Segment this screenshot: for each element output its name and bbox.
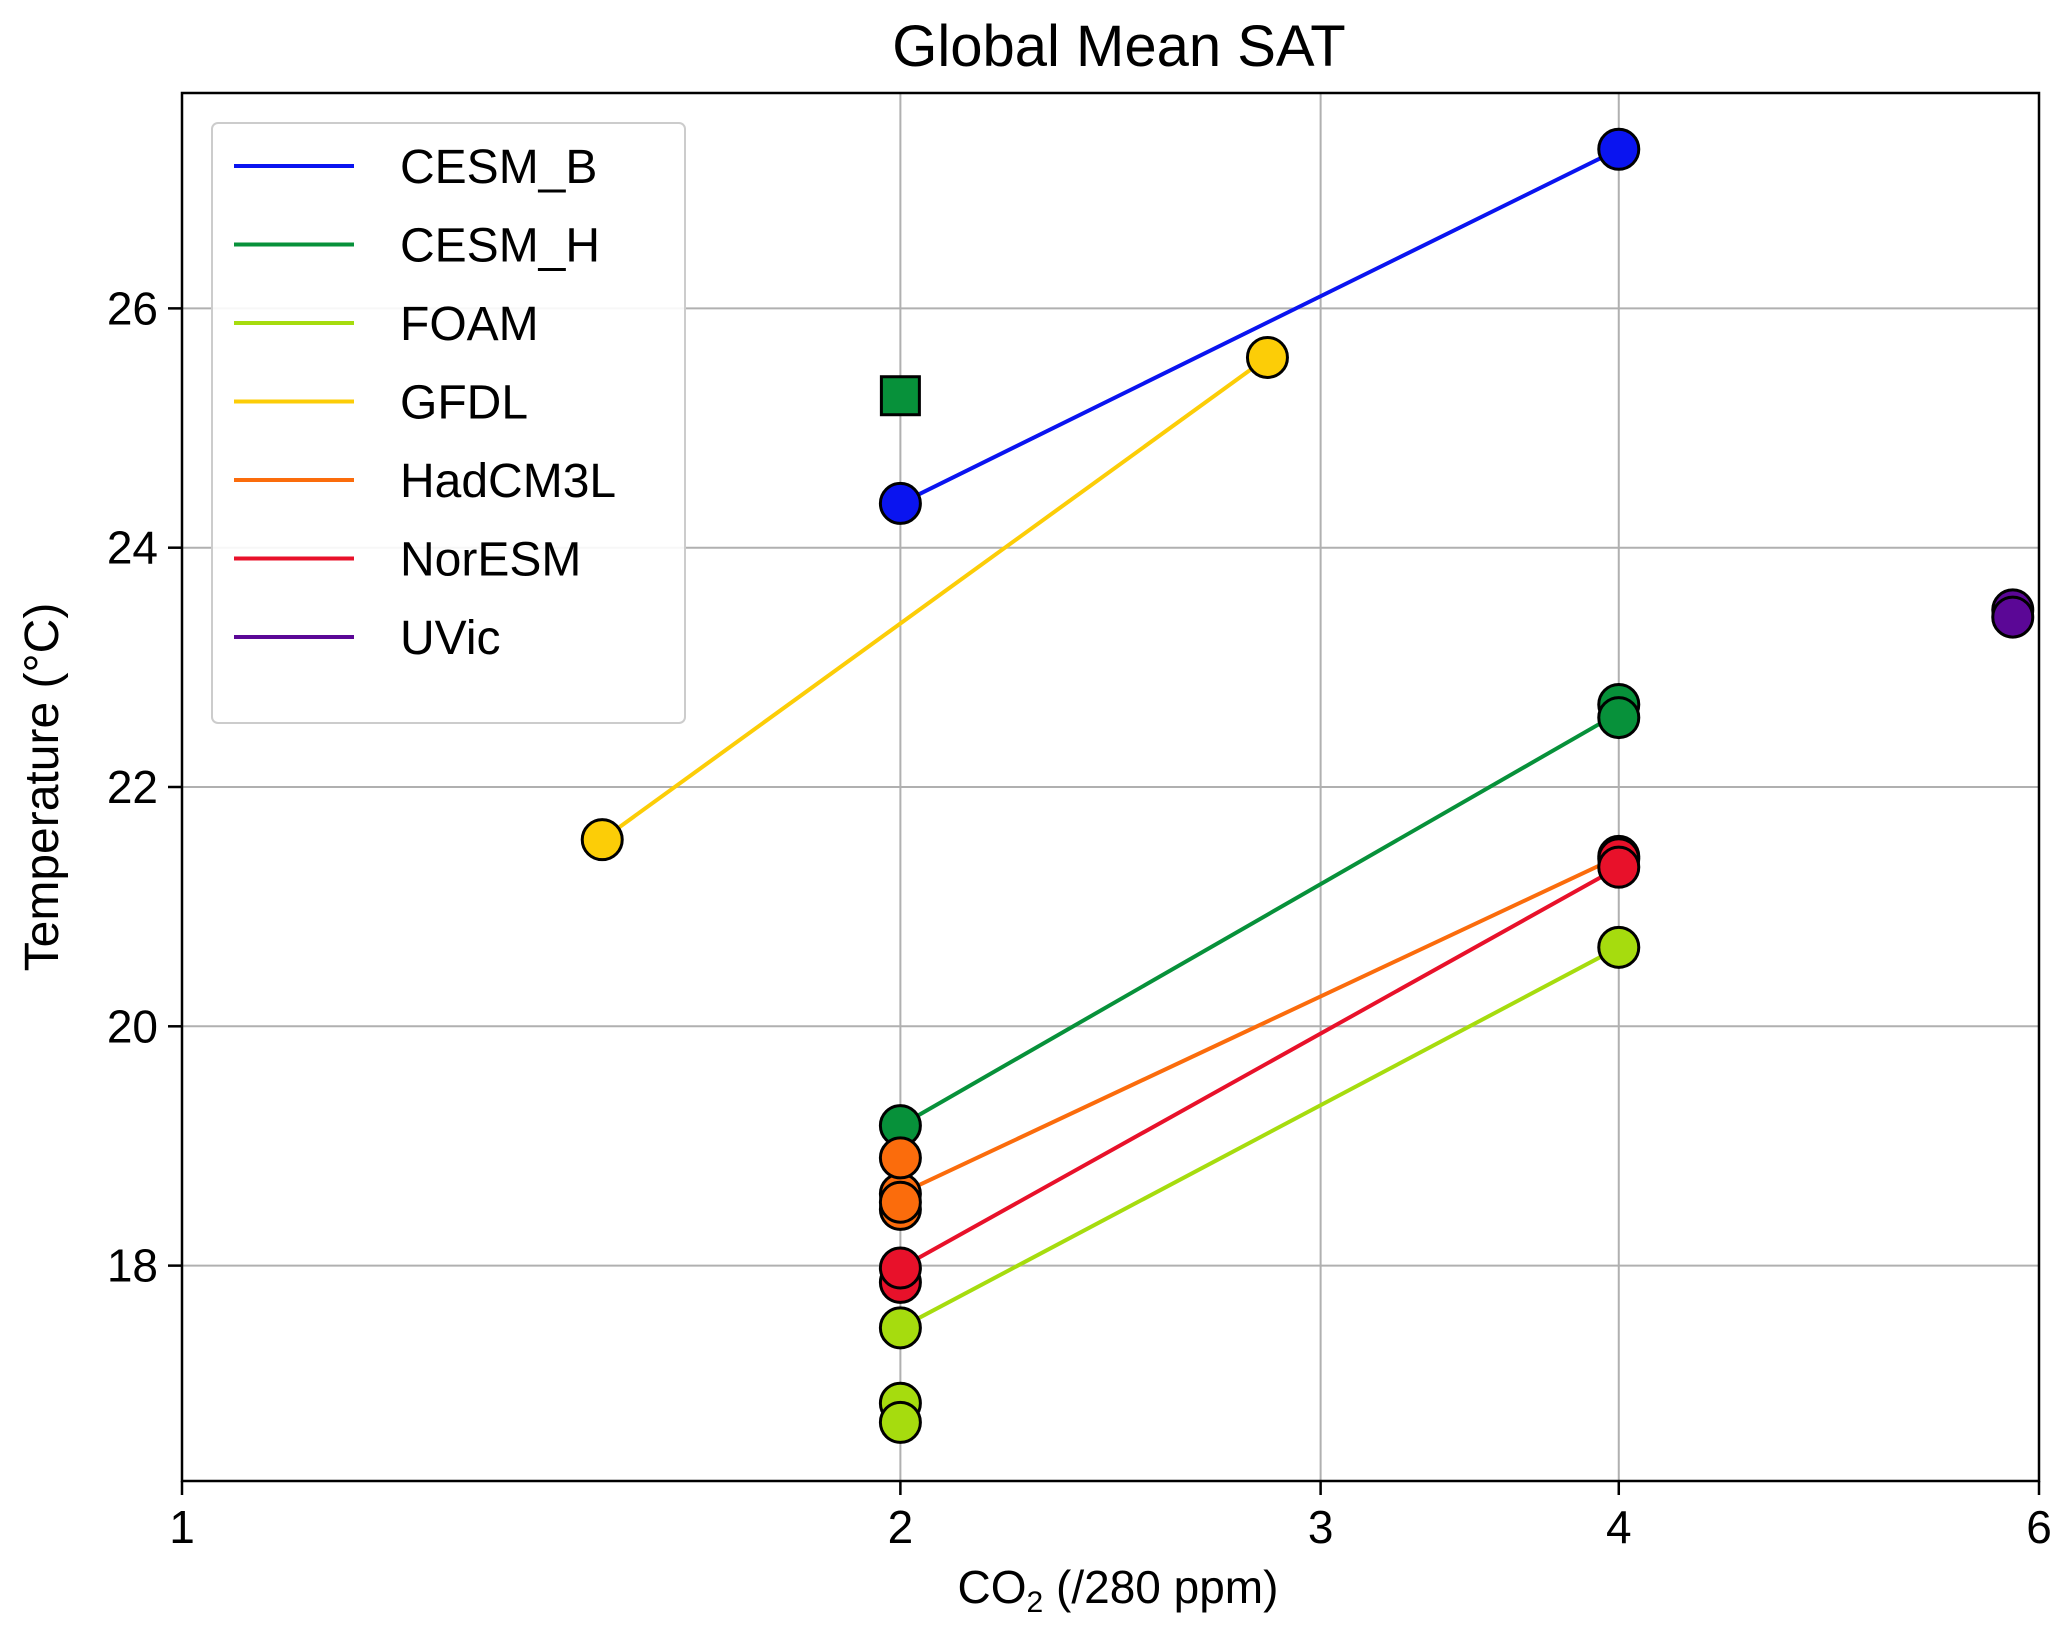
legend-label-gfdl: GFDL [400,377,528,430]
legend-label-cesm_h: CESM_H [400,220,600,273]
point-uvic [1991,595,2035,639]
point-hadcm3l [878,1180,922,1224]
y-tick-label: 18 [107,1240,158,1292]
x-axis-ticks: 1 2 3 4 6 [169,1481,2052,1553]
point-foam [1597,925,1641,969]
line-cesm_h [899,711,1620,1128]
point-gfdl [580,818,624,862]
legend: CESM_B CESM_H FOAM GFDL HadCM3L NorESM UVic [211,122,686,724]
x-tick-label: 3 [1308,1501,1334,1553]
x-tick-label: 6 [2026,1501,2052,1553]
legend-label-noresm: NorESM [400,534,581,587]
x-tick-label: 2 [888,1501,914,1553]
point-foam [878,1400,922,1444]
point-cesm_b [878,481,922,525]
point-noresm [878,1246,922,1290]
line-cesm_b [899,147,1620,506]
x-axis-label-main: CO [958,1561,1027,1613]
series-markers [580,127,2035,1444]
point-cesm_h [1597,696,1641,740]
x-tick-label: 1 [169,1501,195,1553]
series-lines [601,147,1620,1330]
point-foam [878,1306,922,1350]
y-tick-label: 22 [107,761,158,813]
point-cesm_b [1597,127,1641,171]
line-hadcm3l [899,854,1620,1196]
legend-label-foam: FOAM [400,298,539,351]
y-axis-ticks: 18 20 22 24 26 [107,282,182,1292]
chart-title: Global Mean SAT [892,14,1345,79]
legend-label-hadcm3l: HadCM3L [400,455,616,508]
x-axis-label: CO2 (/280 ppm) [958,1561,1279,1619]
line-foam [899,945,1620,1330]
point-noresm [1597,845,1641,889]
y-axis-label: Temperature (°C) [16,603,69,972]
point-hadcm3l [878,1136,922,1180]
line-gfdl [601,355,1269,842]
x-tick-label: 4 [1606,1501,1632,1553]
legend-label-uvic: UVic [400,612,500,665]
y-tick-label: 26 [107,282,158,334]
x-axis-label-rest: (/280 ppm) [1043,1561,1278,1613]
legend-box [211,122,686,724]
y-tick-label: 24 [107,522,158,574]
square-cesm_h [879,375,921,417]
point-gfdl [1245,335,1289,379]
line-noresm [899,865,1620,1270]
x-axis-label-subscript: 2 [1027,1586,1044,1619]
legend-label-cesm_b: CESM_B [400,141,597,194]
y-tick-label: 20 [107,1000,158,1052]
